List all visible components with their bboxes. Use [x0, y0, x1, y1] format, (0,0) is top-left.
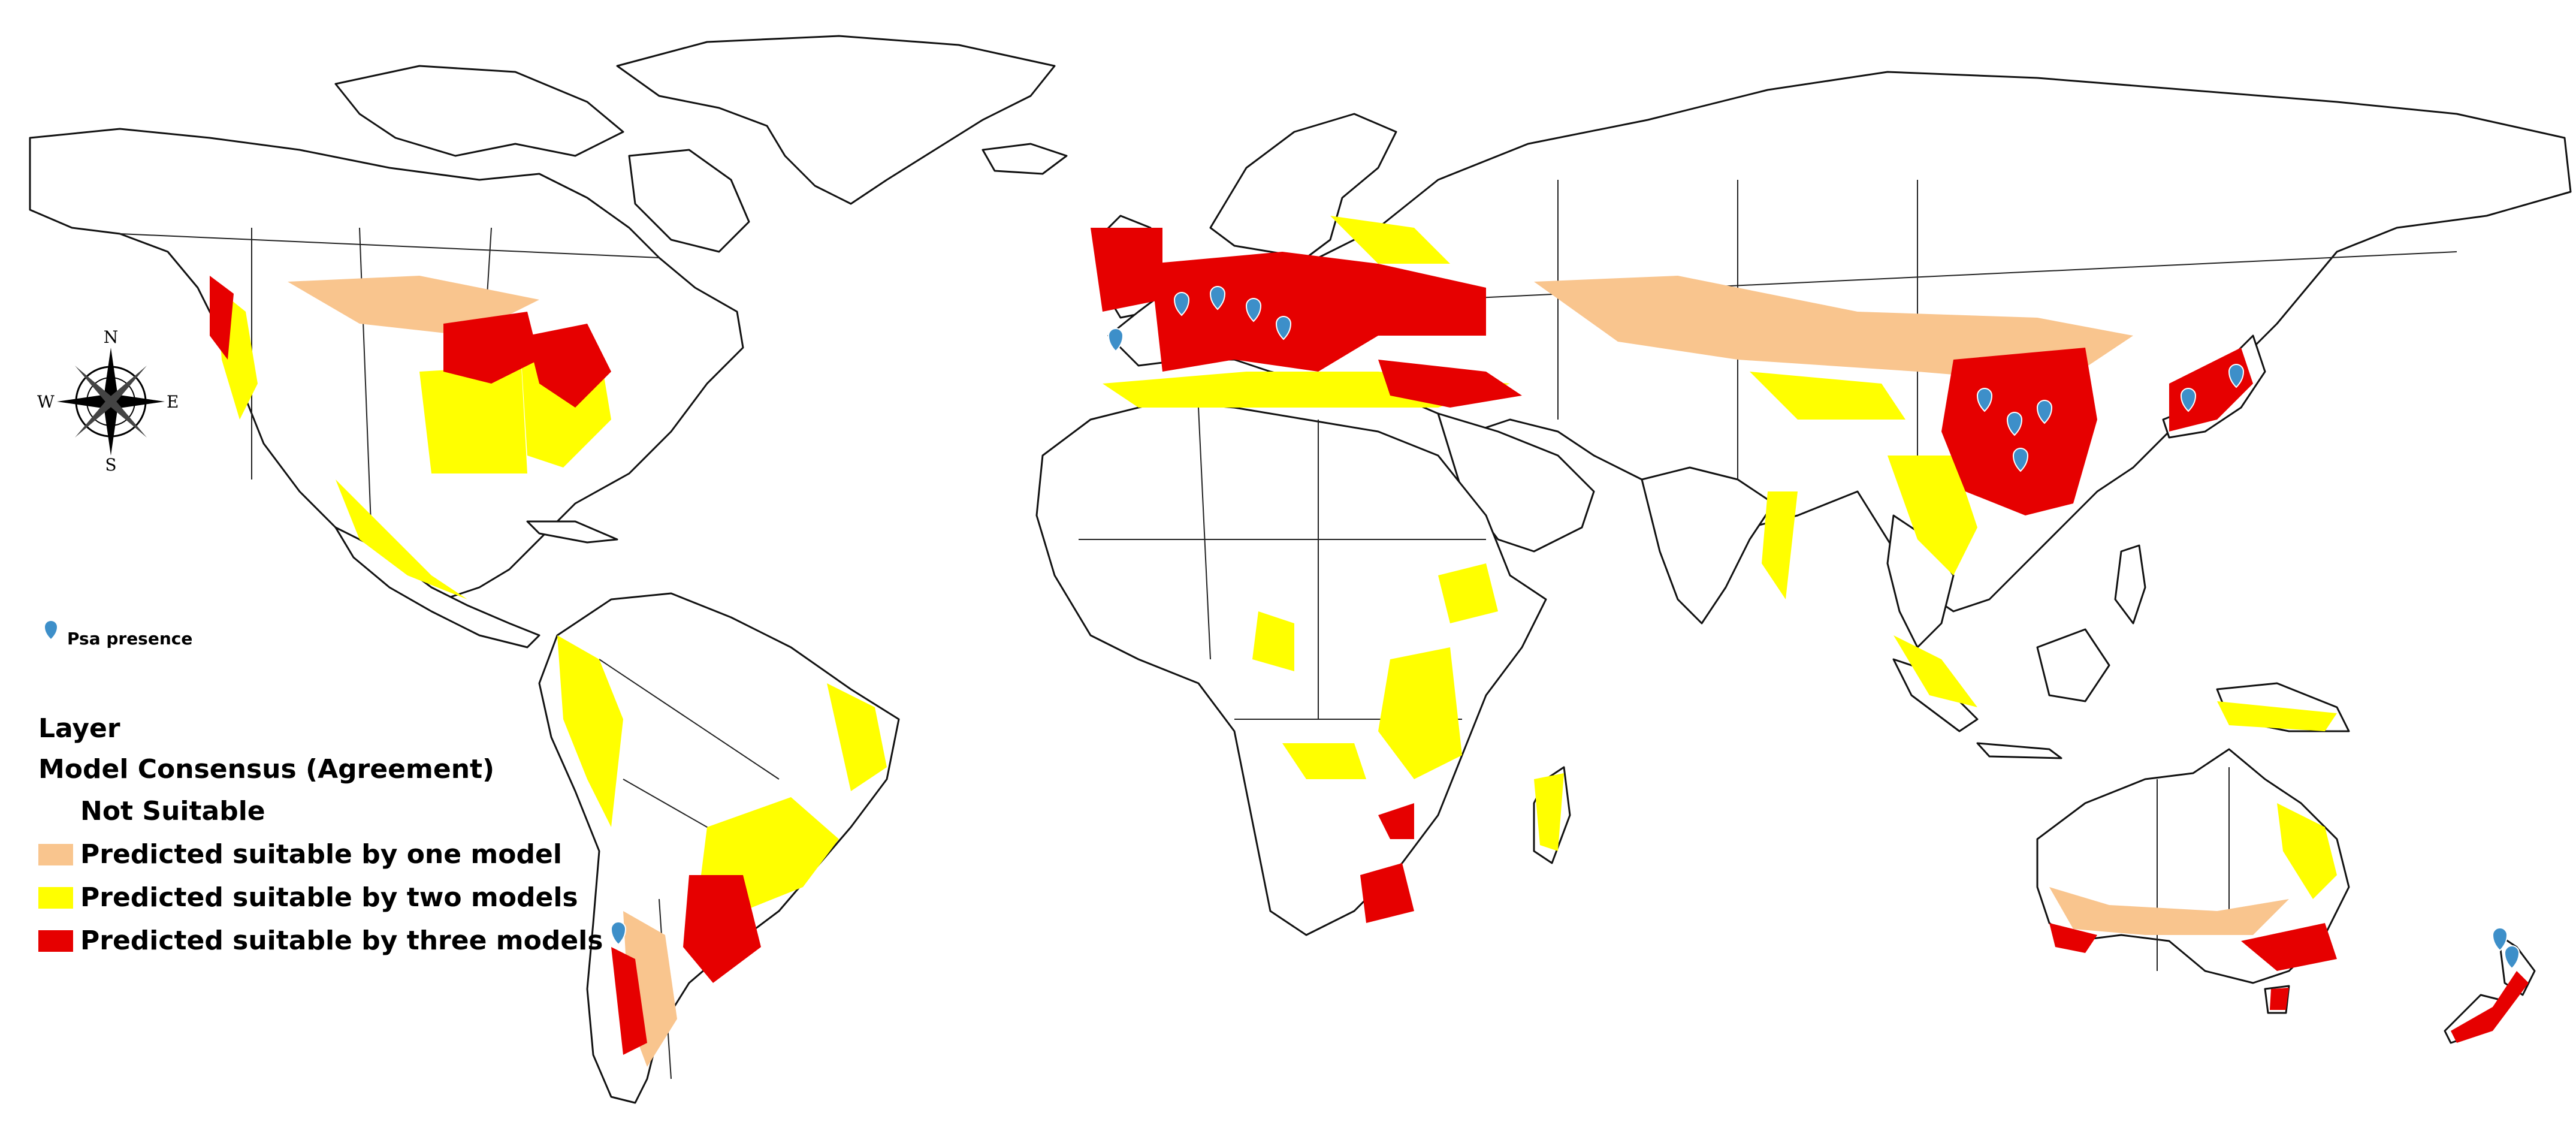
legend-label: Predicted suitable by two models: [80, 882, 578, 913]
java: [1976, 742, 2062, 759]
borneo: [2036, 628, 2110, 702]
map-pin-icon: [2180, 388, 2197, 412]
map-pin-icon: [610, 921, 627, 946]
map-pin-icon: [1976, 388, 1993, 412]
cuba: [526, 520, 618, 544]
zone-three-models: [210, 228, 2529, 1055]
philippines: [2114, 544, 2146, 625]
map-pin-icon: [1275, 316, 1292, 340]
arctic-islands: [334, 65, 624, 157]
psa-presence-markers: [610, 286, 2520, 970]
compass-east-label: E: [167, 392, 179, 412]
legend-label: Not Suitable: [80, 796, 265, 827]
scandinavia: [1209, 113, 1397, 259]
map-pin-icon: [1245, 298, 1262, 322]
map-pin-icon: [1209, 286, 1226, 310]
map-pin-icon: [45, 621, 57, 639]
iceland: [982, 143, 1068, 175]
legend-swatch-two-models: [38, 887, 73, 909]
compass-south-label: S: [105, 455, 116, 475]
map-pin-icon: [2006, 412, 2023, 436]
legend-swatch-one-model: [38, 844, 73, 865]
compass-rose: N S E W: [37, 327, 179, 475]
legend-label: Predicted suitable by three models: [80, 925, 603, 956]
presence-label: Psa presence: [67, 629, 193, 649]
baffin-island: [628, 149, 750, 253]
legend-label: Predicted suitable by one model: [80, 839, 562, 870]
legend-subtitle: Model Consensus (Agreement): [38, 754, 495, 785]
indian-subcontinent: [1641, 466, 1775, 625]
zone-two-models: [216, 216, 2337, 911]
legend-swatch-three-models: [38, 930, 73, 952]
map-pin-icon: [1107, 328, 1124, 352]
map-pin-icon: [1173, 292, 1190, 316]
map-pin-icon: [2492, 927, 2508, 952]
compass-west-label: W: [37, 392, 55, 412]
legend-swatch-not-suitable: [38, 800, 73, 822]
compass-north-label: N: [104, 327, 119, 347]
map-pin-icon: [2012, 448, 2029, 472]
map-pin-icon: [2228, 364, 2245, 388]
greenland: [616, 35, 1056, 205]
map-pin-icon: [2036, 400, 2053, 424]
map-pin-icon: [2503, 945, 2520, 970]
legend-title: Layer: [38, 713, 120, 744]
